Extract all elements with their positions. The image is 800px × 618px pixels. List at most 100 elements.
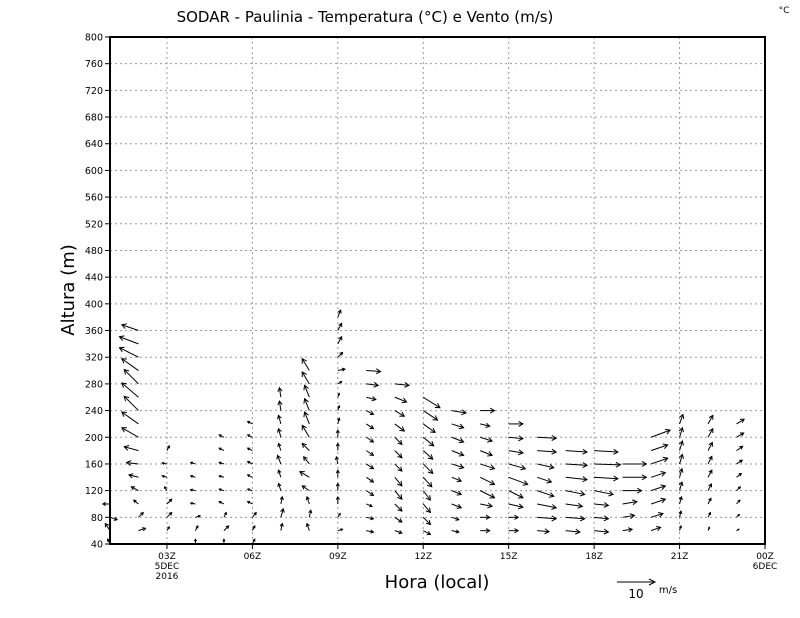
- wind-vector: [366, 410, 375, 415]
- wind-vector-shaft: [679, 414, 684, 425]
- wind-vector-head: [517, 503, 524, 510]
- wind-vector-head: [434, 403, 441, 409]
- wind-vector: [218, 447, 225, 452]
- wind-vector-head: [123, 368, 130, 375]
- wind-vector-head: [399, 411, 406, 417]
- wind-vector-shaft: [394, 436, 403, 445]
- wind-vector-head: [397, 439, 403, 446]
- wind-vector-head: [246, 460, 251, 464]
- wind-vector-shaft: [301, 358, 310, 371]
- wind-vector-head: [335, 482, 340, 487]
- wind-vector-head: [140, 511, 144, 516]
- wind-vector: [337, 392, 341, 398]
- wind-vector: [565, 490, 586, 497]
- wind-vector-head: [398, 530, 403, 535]
- wind-vector-shaft: [480, 450, 493, 456]
- wind-vector-head: [301, 357, 307, 364]
- wind-vector: [121, 411, 139, 425]
- wind-vector-head: [197, 514, 202, 518]
- wind-vector: [422, 436, 435, 447]
- wind-vector-head: [603, 502, 610, 508]
- wind-vector: [736, 513, 741, 518]
- wind-vector: [565, 462, 589, 469]
- wind-vector-shaft: [736, 459, 743, 465]
- y-tick-label: 40: [91, 540, 103, 551]
- wind-vector-head: [161, 474, 165, 478]
- wind-vector-head: [225, 525, 230, 529]
- wind-vector-head: [737, 528, 740, 531]
- wind-vector-head: [631, 499, 638, 506]
- wind-vector-head: [218, 447, 222, 451]
- y-tick-label: 360: [85, 326, 103, 337]
- wind-vector-shaft: [594, 516, 609, 520]
- wind-vector: [394, 396, 408, 404]
- wind-vector-head: [104, 522, 109, 528]
- wind-vector: [707, 483, 713, 491]
- wind-vector-head: [657, 511, 664, 518]
- wind-vector-head: [737, 499, 741, 503]
- wind-vector-shaft: [451, 490, 462, 495]
- wind-vector-head: [517, 493, 524, 499]
- wind-vector: [594, 502, 610, 508]
- wind-vector-head: [218, 488, 222, 492]
- wind-vector-head: [518, 435, 524, 442]
- wind-vector-shaft: [422, 410, 438, 421]
- wind-vector-shaft: [451, 476, 462, 482]
- wind-vector: [394, 463, 403, 472]
- wind-vector: [508, 514, 520, 520]
- wind-vector-head: [708, 427, 714, 434]
- wind-vector-head: [337, 417, 341, 421]
- wind-vector-shaft: [278, 401, 282, 411]
- wind-vector: [451, 463, 465, 470]
- wind-vector: [123, 445, 139, 452]
- wind-vector-head: [487, 502, 494, 509]
- wind-vector: [622, 513, 636, 519]
- wind-vector-head: [427, 468, 434, 475]
- wind-vector-head: [121, 411, 127, 417]
- wind-vector-shaft: [594, 530, 609, 533]
- x-tick-label: 06Z: [244, 552, 262, 562]
- wind-vector: [394, 423, 406, 432]
- wind-vector-head: [660, 484, 667, 490]
- wind-vector-head: [253, 511, 257, 516]
- wind-vector-shaft: [337, 352, 343, 358]
- wind-vector-shaft: [537, 450, 557, 453]
- wind-vector: [480, 502, 494, 509]
- wind-vector: [565, 502, 584, 509]
- wind-vector-head: [113, 516, 119, 521]
- wind-vector-head: [303, 384, 309, 391]
- wind-vector-head: [277, 386, 283, 392]
- x-tick-label: 18Z: [585, 552, 603, 562]
- wind-vector-shaft: [366, 476, 374, 483]
- wind-vector-head: [337, 404, 341, 409]
- wind-vector-shaft: [565, 490, 585, 495]
- wind-vector: [335, 495, 340, 504]
- wind-vector-shaft: [451, 516, 460, 521]
- wind-vector-head: [279, 495, 284, 501]
- wind-vector: [707, 414, 714, 425]
- wind-vector-head: [662, 456, 669, 463]
- wind-vector-head: [338, 322, 343, 328]
- wind-vector: [565, 476, 589, 483]
- wind-vector: [337, 351, 344, 358]
- wind-vector-head: [195, 525, 199, 529]
- wind-vector: [736, 472, 743, 478]
- wind-vector: [565, 515, 586, 522]
- wind-vector-head: [305, 522, 310, 527]
- wind-vector: [394, 450, 403, 459]
- wind-vector: [679, 524, 682, 531]
- wind-vector-shaft: [423, 530, 431, 535]
- wind-vector-head: [167, 444, 170, 449]
- wind-vector-shaft: [366, 423, 374, 430]
- wind-vector-head: [579, 490, 586, 497]
- wind-vector: [301, 424, 310, 438]
- wind-vector: [594, 515, 610, 522]
- wind-vector-head: [708, 414, 714, 420]
- wind-vector-shaft: [109, 516, 118, 521]
- wind-vector-shaft: [622, 501, 637, 505]
- wind-vector: [480, 528, 491, 534]
- wind-vector-head: [426, 481, 433, 488]
- wind-vector: [303, 411, 310, 425]
- wind-vector-head: [222, 538, 226, 542]
- wind-vector: [707, 497, 712, 505]
